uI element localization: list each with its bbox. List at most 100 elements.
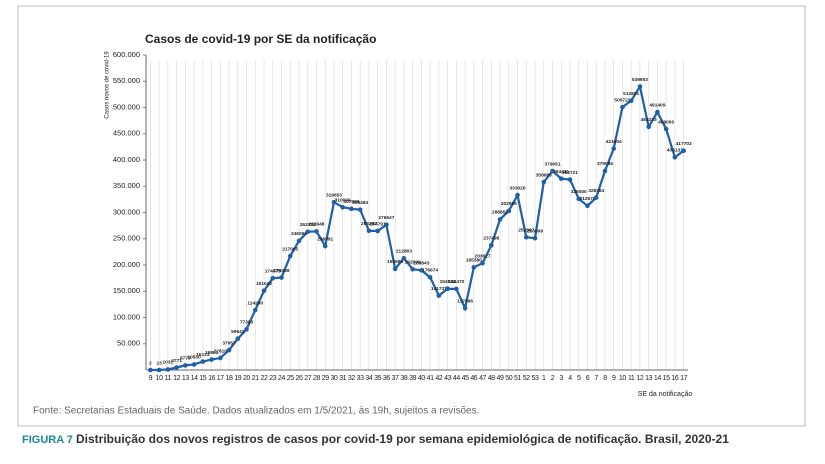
data-label: 276647 <box>378 215 394 221</box>
y-tick-label: 450.000 <box>113 129 140 138</box>
data-point <box>366 228 372 234</box>
y-tick-label: 50.000 <box>117 339 140 348</box>
x-tick-label: 11 <box>628 375 635 382</box>
data-label: 10550 <box>187 355 201 361</box>
data-point <box>191 362 197 367</box>
x-tick-label: 29 <box>322 375 329 382</box>
data-label: 77393 <box>240 320 254 326</box>
data-point <box>183 363 188 368</box>
data-point <box>462 305 468 311</box>
x-tick-label: 13 <box>645 375 652 382</box>
data-point <box>296 238 302 244</box>
x-tick-label: 19 <box>234 375 241 382</box>
data-label: 362721 <box>562 170 578 176</box>
x-tick-label: 43 <box>444 375 451 382</box>
data-point <box>550 168 555 174</box>
data-label: 8779 <box>180 356 191 362</box>
x-tick-label: 17 <box>680 375 687 382</box>
x-tick-label: 46 <box>470 375 477 382</box>
data-point <box>532 235 538 241</box>
x-tick-label: 9 <box>612 375 616 382</box>
data-point <box>489 243 494 248</box>
data-point <box>663 126 669 132</box>
data-label: 141731 <box>431 286 447 292</box>
x-tick-label: 31 <box>339 375 346 382</box>
data-label: 217065 <box>282 246 298 252</box>
data-label: 421604 <box>606 139 622 145</box>
data-label: 263332 <box>300 222 316 228</box>
x-tick-label: 21 <box>252 375 259 382</box>
y-tick-label: 100.000 <box>113 312 140 321</box>
x-tick-label: 50 <box>505 375 512 382</box>
x-tick-label: 40 <box>418 375 425 382</box>
x-tick-label: 9 <box>149 375 153 382</box>
y-axis-label: Casos novos de covid-19 <box>105 51 111 119</box>
x-tick-label: 16 <box>671 375 678 382</box>
x-tick-label: 22 <box>261 375 268 382</box>
data-point <box>340 204 345 210</box>
data-label: 417702 <box>676 141 692 147</box>
source-note: Fonte: Secretarias Estaduais de Saúde. D… <box>33 406 479 417</box>
data-point <box>314 229 319 234</box>
data-label: 312670 <box>579 196 595 202</box>
x-tick-label: 47 <box>479 375 486 382</box>
data-label: 307000 <box>343 199 359 205</box>
data-label: 59643 <box>231 329 245 335</box>
y-tick-label: 150.000 <box>113 286 140 295</box>
x-tick-label: 39 <box>409 375 416 382</box>
data-point <box>401 255 407 261</box>
data-point <box>567 177 573 182</box>
data-label: 237498 <box>483 236 499 242</box>
data-point <box>226 347 232 353</box>
data-point <box>628 98 634 104</box>
data-point <box>558 176 564 181</box>
data-label: 192000 <box>405 259 421 265</box>
y-tick-label: 400.000 <box>113 155 140 164</box>
data-label: 212863 <box>396 249 412 255</box>
x-tick-label: 14 <box>191 375 198 382</box>
data-point <box>585 203 590 209</box>
data-label: 176674 <box>422 268 438 274</box>
data-label: 246066 <box>291 231 307 237</box>
data-point <box>541 179 547 185</box>
data-label: 195380 <box>466 258 482 264</box>
data-label: 2 <box>149 360 152 366</box>
data-point <box>287 253 293 259</box>
data-label: 151042 <box>256 281 272 287</box>
data-point <box>331 199 337 205</box>
data-label: 192689 <box>387 259 403 265</box>
data-point <box>165 367 171 372</box>
y-tick-label: 300.000 <box>113 207 140 216</box>
data-label: 379086 <box>597 161 613 167</box>
data-label: 286858 <box>492 210 508 216</box>
x-tick-label: 11 <box>165 375 172 382</box>
data-point <box>410 266 415 272</box>
x-tick-label: 45 <box>462 375 469 382</box>
data-point <box>261 288 267 294</box>
x-tick-label: 42 <box>435 375 442 382</box>
x-tick-label: 8 <box>603 375 607 382</box>
x-tick-label: 20 <box>243 375 250 382</box>
data-point <box>436 293 442 298</box>
data-point <box>445 286 450 292</box>
y-tick-label: 250.000 <box>113 234 140 243</box>
data-label: 405131 <box>667 148 683 154</box>
data-point <box>515 192 520 198</box>
data-point <box>235 336 241 341</box>
data-label: 114290 <box>247 300 263 306</box>
y-tick-label: 200.000 <box>113 260 140 269</box>
data-point <box>419 268 424 273</box>
x-tick-label: 18 <box>226 375 233 382</box>
data-point <box>672 155 678 160</box>
x-tick-label: 17 <box>217 375 224 382</box>
x-tick-label: 25 <box>287 375 294 382</box>
data-label: 319653 <box>326 192 342 198</box>
data-label: 500722 <box>614 97 630 103</box>
x-tick-label: 49 <box>497 375 504 382</box>
x-tick-label: 41 <box>427 375 434 382</box>
x-tick-label: 28 <box>313 375 320 382</box>
x-tick-label: 4 <box>568 375 572 382</box>
x-tick-label: 7 <box>594 375 598 382</box>
data-point <box>637 84 643 89</box>
data-point <box>349 206 354 212</box>
